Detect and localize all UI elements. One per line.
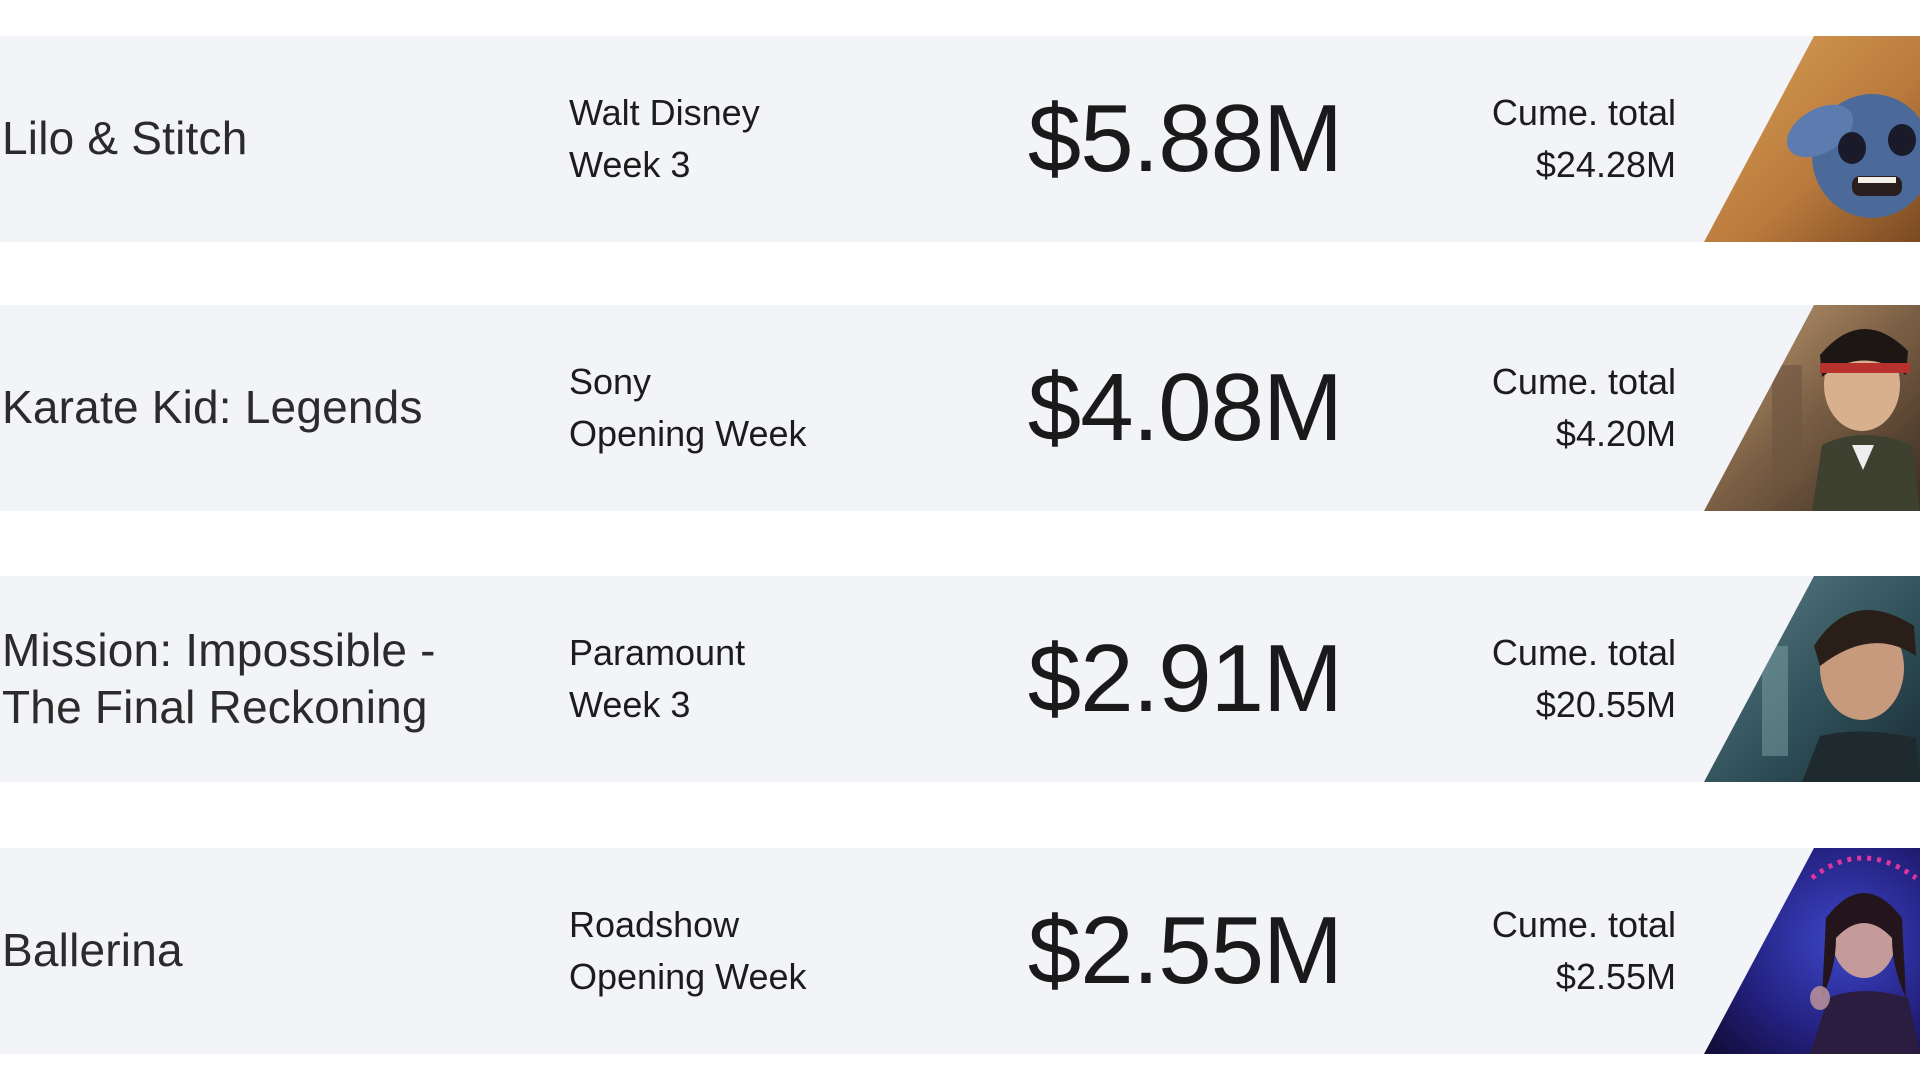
film-meta: Paramount Week 3	[569, 576, 929, 782]
film-row-mission-impossible: Mission: Impossible - The Final Reckonin…	[0, 576, 1920, 782]
film-row-karate-kid: Karate Kid: Legends Sony Opening Week $4…	[0, 305, 1920, 511]
studio-name: Sony	[569, 361, 652, 402]
cume-value: $20.55M	[1535, 684, 1676, 725]
cume-label: Cume. total	[1491, 92, 1676, 133]
week-label: Week 3	[569, 144, 691, 185]
ballerina-poster-icon	[1702, 848, 1920, 1054]
studio-name: Paramount	[569, 632, 746, 673]
weekend-gross: $2.55M	[1027, 897, 1343, 1004]
cumulative-total: Cume. total $20.55M	[1440, 576, 1676, 782]
cume-value: $24.28M	[1535, 144, 1676, 185]
studio-name: Walt Disney	[569, 92, 760, 133]
film-meta: Roadshow Opening Week	[569, 848, 929, 1054]
studio-name: Roadshow	[569, 904, 740, 945]
cume-value: $4.20M	[1555, 413, 1676, 454]
cumulative-total: Cume. total $24.28M	[1440, 36, 1676, 242]
cume-label: Cume. total	[1491, 904, 1676, 945]
film-meta: Walt Disney Week 3	[569, 36, 929, 242]
film-title: Mission: Impossible - The Final Reckonin…	[2, 623, 436, 733]
film-title: Karate Kid: Legends	[2, 381, 423, 434]
week-label: Opening Week	[569, 413, 807, 454]
weekend-gross: $2.91M	[1027, 625, 1343, 732]
karate-kid-poster-icon	[1702, 305, 1920, 511]
stitch-poster-icon	[1702, 36, 1920, 242]
cume-value: $2.55M	[1555, 956, 1676, 997]
week-label: Week 3	[569, 684, 691, 725]
film-title: Ballerina	[2, 924, 183, 977]
film-meta: Sony Opening Week	[569, 305, 929, 511]
weekend-gross: $5.88M	[1027, 85, 1343, 192]
film-title: Lilo & Stitch	[2, 112, 248, 165]
cumulative-total: Cume. total $2.55M	[1440, 848, 1676, 1054]
film-row-lilo-stitch: Lilo & Stitch Walt Disney Week 3 $5.88M …	[0, 36, 1920, 242]
film-row-ballerina: Ballerina Roadshow Opening Week $2.55M C…	[0, 848, 1920, 1054]
mission-impossible-poster-icon	[1702, 576, 1920, 782]
cume-label: Cume. total	[1491, 632, 1676, 673]
cume-label: Cume. total	[1491, 361, 1676, 402]
weekend-gross: $4.08M	[1027, 354, 1343, 461]
cumulative-total: Cume. total $4.20M	[1440, 305, 1676, 511]
week-label: Opening Week	[569, 956, 807, 997]
